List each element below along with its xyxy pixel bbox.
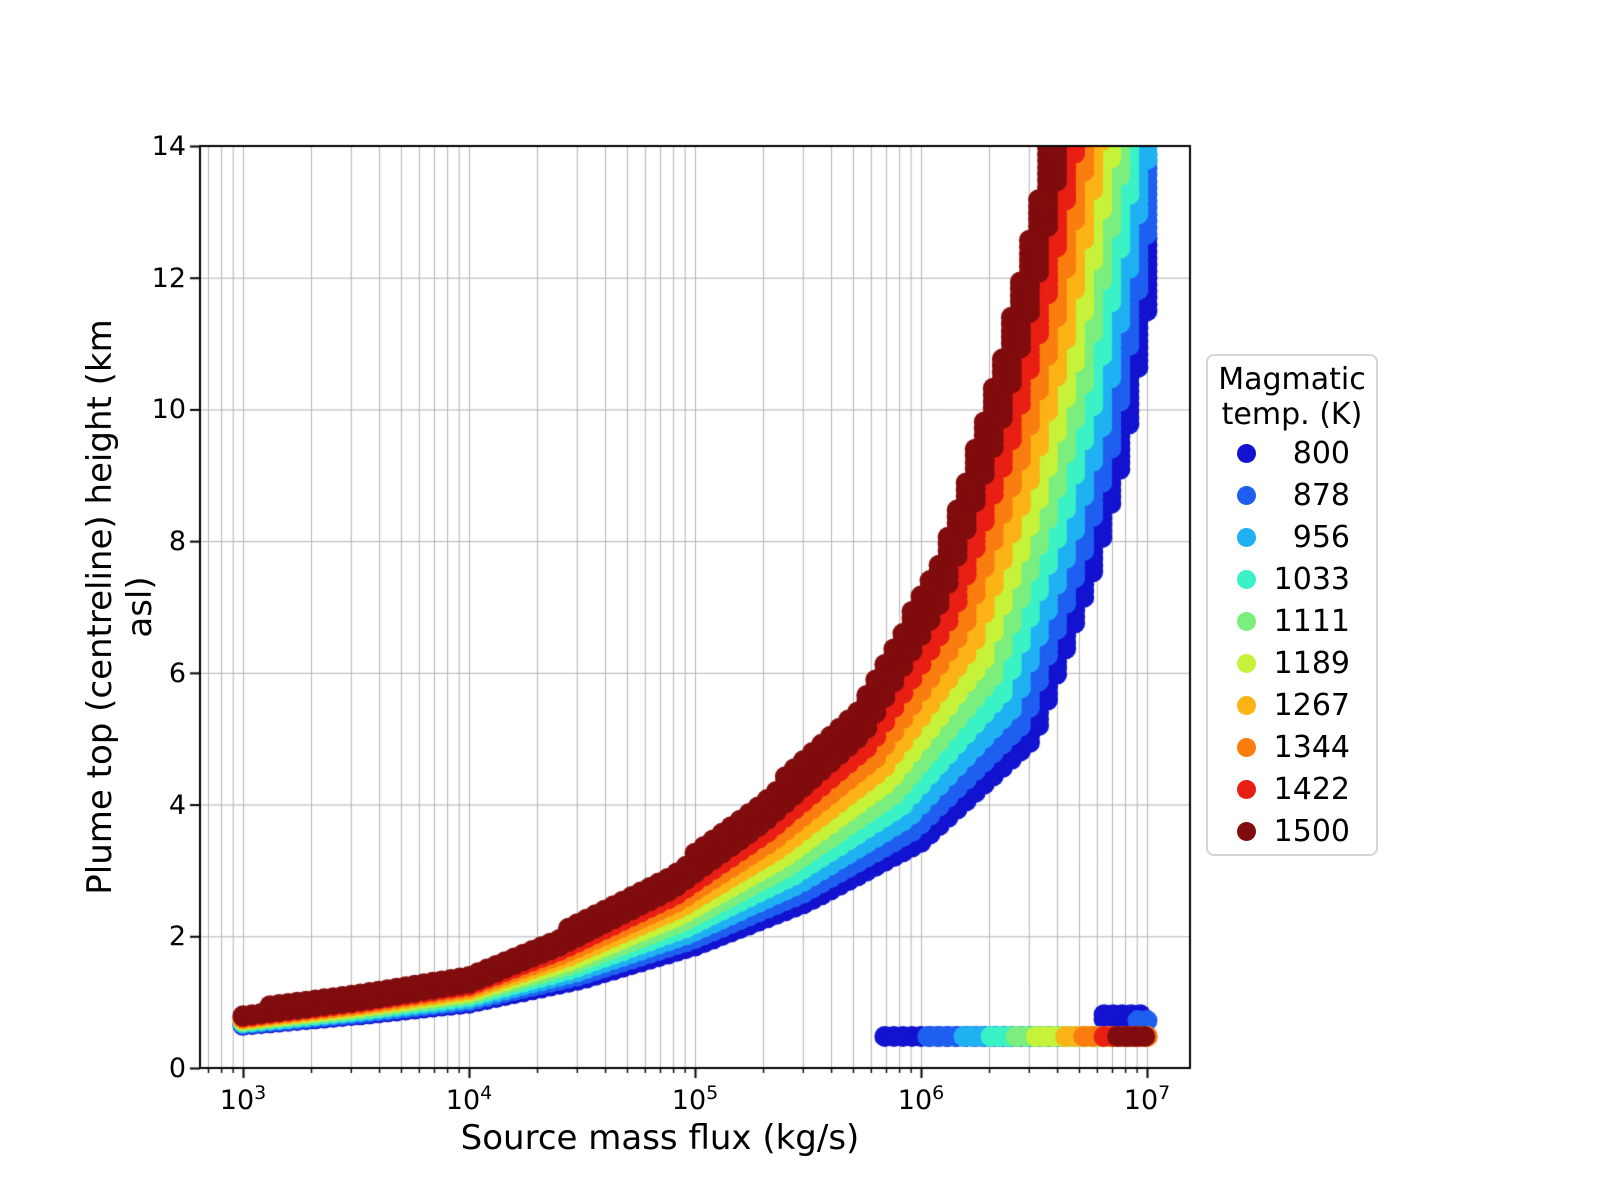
y-tick-label: 12 bbox=[151, 262, 186, 294]
legend-item: 800 bbox=[1208, 432, 1376, 474]
legend-item-label: 1344 bbox=[1273, 729, 1350, 765]
y-tick-label: 4 bbox=[168, 789, 186, 821]
y-tick-label: 6 bbox=[168, 657, 186, 689]
legend-marker-icon bbox=[1237, 569, 1256, 589]
y-tick-label: 0 bbox=[168, 1053, 186, 1084]
legend-marker-icon bbox=[1237, 443, 1256, 463]
legend-item: 1033 bbox=[1208, 558, 1376, 600]
legend-item-label: 800 bbox=[1292, 435, 1350, 471]
y-tick-label: 14 bbox=[151, 131, 186, 162]
legend-item-label: 1033 bbox=[1273, 561, 1350, 597]
legend-item-label: 878 bbox=[1292, 477, 1350, 513]
y-tick-label: 10 bbox=[151, 394, 186, 426]
x-tick-label: 104 bbox=[445, 1082, 493, 1116]
legend-item: 1422 bbox=[1208, 768, 1376, 810]
legend-item-label: 1111 bbox=[1273, 603, 1350, 639]
x-axis-label: Source mass flux (kg/s) bbox=[460, 1118, 860, 1158]
legend-item-label: 1500 bbox=[1273, 813, 1350, 849]
legend-title-line: Magmatic bbox=[1218, 362, 1366, 397]
legend-marker-icon bbox=[1237, 695, 1256, 715]
legend-item: 878 bbox=[1208, 474, 1376, 516]
legend-marker-icon bbox=[1237, 485, 1256, 505]
legend-marker-icon bbox=[1237, 527, 1256, 547]
legend-item: 1500 bbox=[1208, 810, 1376, 852]
legend-item: 956 bbox=[1208, 516, 1376, 558]
legend-item: 1189 bbox=[1208, 642, 1376, 684]
y-tick-label: 2 bbox=[168, 921, 186, 953]
legend-item: 1267 bbox=[1208, 684, 1376, 726]
legend-marker-icon bbox=[1237, 653, 1256, 673]
x-tick-label: 106 bbox=[897, 1082, 945, 1116]
legend-marker-icon bbox=[1237, 821, 1256, 841]
x-tick-label: 105 bbox=[671, 1082, 719, 1116]
legend-item-label: 1267 bbox=[1273, 687, 1350, 723]
legend-title-line: temp. (K) bbox=[1221, 397, 1363, 432]
x-tick-label: 107 bbox=[1123, 1082, 1171, 1116]
y-tick-label: 8 bbox=[168, 526, 186, 558]
legend-item-label: 956 bbox=[1292, 519, 1350, 555]
legend-marker-icon bbox=[1237, 611, 1256, 631]
legend-box: Magmatic temp. (K) 800 878 956 1033 1111… bbox=[1206, 354, 1378, 856]
legend-marker-icon bbox=[1237, 737, 1256, 757]
legend-entries: 800 878 956 1033 1111 1189 1267 1344 142… bbox=[1208, 432, 1376, 852]
legend-item: 1111 bbox=[1208, 600, 1376, 642]
legend-marker-icon bbox=[1237, 779, 1256, 799]
legend-item-label: 1189 bbox=[1273, 645, 1350, 681]
legend-title: Magmatic temp. (K) bbox=[1208, 356, 1376, 432]
legend-item: 1344 bbox=[1208, 726, 1376, 768]
legend-item-label: 1422 bbox=[1273, 771, 1350, 807]
x-tick-label: 103 bbox=[219, 1082, 267, 1116]
